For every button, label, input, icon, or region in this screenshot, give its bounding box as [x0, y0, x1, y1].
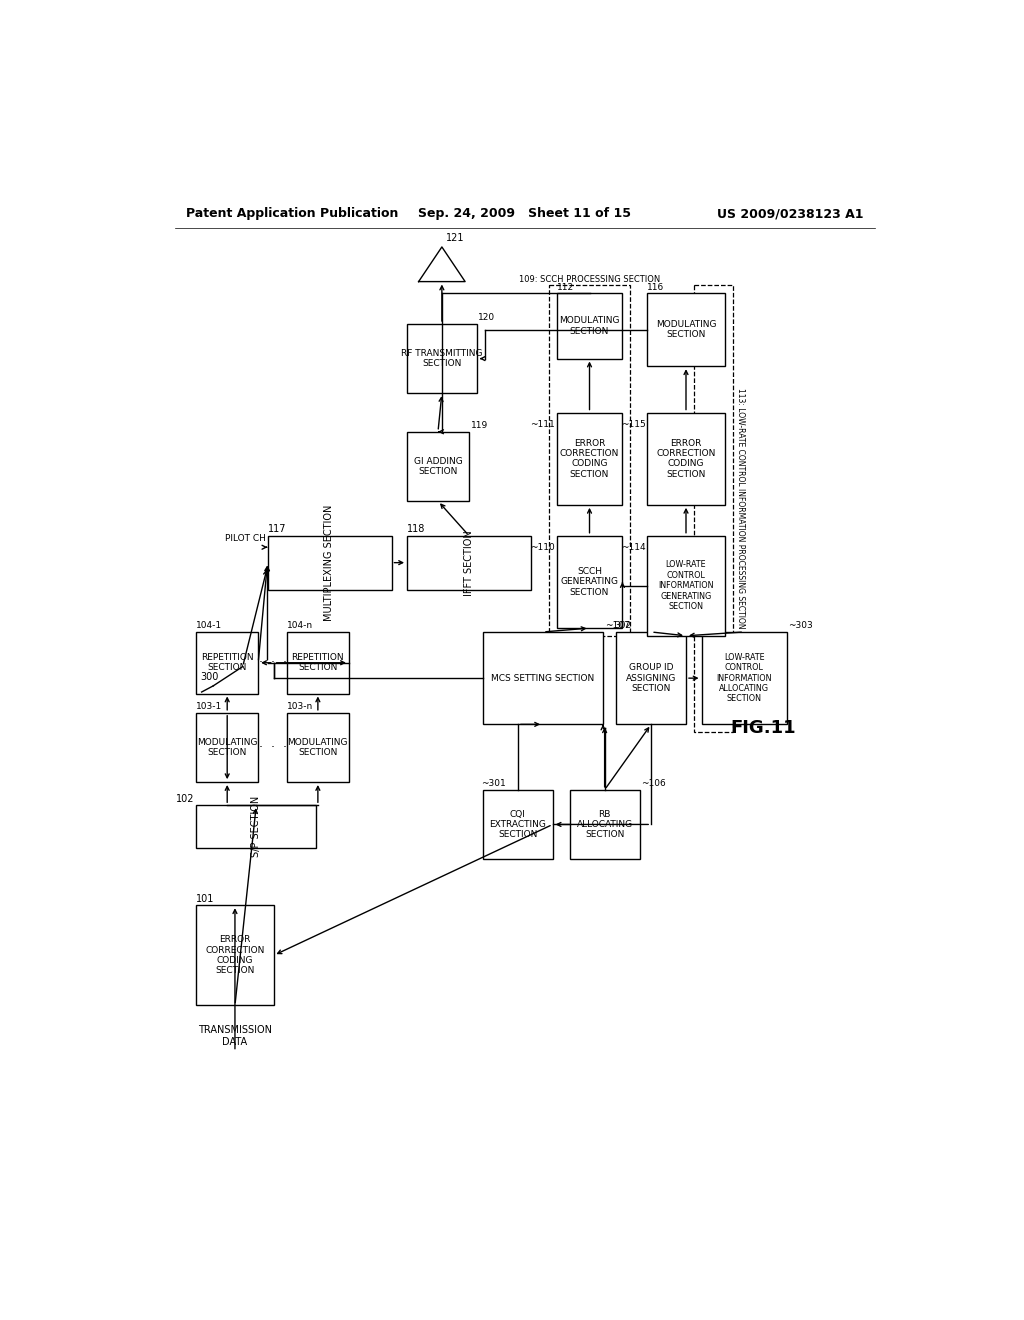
Text: ·  ·  ·: · · · — [258, 741, 287, 754]
Bar — [197, 713, 258, 781]
Bar — [569, 789, 640, 859]
Text: 109: SCCH PROCESSING SECTION: 109: SCCH PROCESSING SECTION — [519, 275, 660, 284]
Text: MODULATING
SECTION: MODULATING SECTION — [288, 738, 348, 758]
Text: SCCH
GENERATING
SECTION: SCCH GENERATING SECTION — [560, 568, 618, 597]
Text: ~301: ~301 — [481, 779, 506, 788]
Text: RB
ALLOCATING
SECTION: RB ALLOCATING SECTION — [577, 809, 633, 840]
Text: ERROR
CORRECTION
CODING
SECTION: ERROR CORRECTION CODING SECTION — [656, 438, 716, 479]
Text: ~107: ~107 — [604, 622, 630, 631]
Text: 112: 112 — [557, 282, 573, 292]
Text: IFFT SECTION: IFFT SECTION — [464, 529, 474, 595]
Bar — [407, 323, 477, 393]
Bar — [647, 412, 725, 504]
Text: 104-n: 104-n — [287, 622, 313, 631]
Text: ~110: ~110 — [530, 544, 555, 552]
Text: ~115: ~115 — [621, 420, 646, 429]
Bar — [616, 632, 686, 725]
Text: ·  ·  ·: · · · — [258, 656, 287, 669]
Bar — [287, 632, 349, 693]
Bar — [197, 632, 258, 693]
Text: FIG.11: FIG.11 — [731, 719, 797, 737]
Bar — [483, 789, 553, 859]
Text: 101: 101 — [197, 894, 215, 904]
Text: ~111: ~111 — [530, 420, 555, 429]
Text: 300: 300 — [200, 672, 218, 682]
Text: MCS SETTING SECTION: MCS SETTING SECTION — [492, 673, 595, 682]
Text: PILOT CH: PILOT CH — [225, 535, 266, 544]
Text: MODULATING
SECTION: MODULATING SECTION — [655, 319, 716, 339]
Text: RF TRANSMITTING
SECTION: RF TRANSMITTING SECTION — [401, 348, 482, 368]
Text: MODULATING
SECTION: MODULATING SECTION — [197, 738, 257, 758]
Text: MULTIPLEXING SECTION: MULTIPLEXING SECTION — [325, 504, 335, 620]
Bar — [557, 412, 623, 504]
Bar — [407, 536, 531, 590]
Text: 104-1: 104-1 — [197, 622, 222, 631]
Text: LOW-RATE
CONTROL
INFORMATION
GENERATING
SECTION: LOW-RATE CONTROL INFORMATION GENERATING … — [658, 561, 714, 611]
Bar — [287, 713, 349, 781]
Bar — [647, 536, 725, 636]
Text: 118: 118 — [407, 524, 425, 535]
Bar — [693, 285, 732, 733]
Text: Sep. 24, 2009   Sheet 11 of 15: Sep. 24, 2009 Sheet 11 of 15 — [418, 207, 632, 220]
Text: MODULATING
SECTION: MODULATING SECTION — [559, 317, 620, 335]
Text: LOW-RATE
CONTROL
INFORMATION
ALLOCATING
SECTION: LOW-RATE CONTROL INFORMATION ALLOCATING … — [717, 653, 772, 704]
Bar — [407, 432, 469, 502]
Text: 117: 117 — [267, 524, 286, 535]
Text: 103-1: 103-1 — [197, 702, 222, 711]
Bar — [483, 632, 603, 725]
Bar — [197, 906, 273, 1006]
Text: Patent Application Publication: Patent Application Publication — [186, 207, 398, 220]
Text: ERROR
CORRECTION
CODING
SECTION: ERROR CORRECTION CODING SECTION — [205, 936, 264, 975]
Bar — [557, 536, 623, 628]
Text: 116: 116 — [647, 282, 665, 292]
Bar — [197, 805, 316, 847]
Text: ERROR
CORRECTION
CODING
SECTION: ERROR CORRECTION CODING SECTION — [560, 438, 620, 479]
Text: REPETITION
SECTION: REPETITION SECTION — [292, 653, 344, 672]
Text: 120: 120 — [478, 313, 496, 322]
Text: GROUP ID
ASSIGNING
SECTION: GROUP ID ASSIGNING SECTION — [626, 663, 676, 693]
Text: GI ADDING
SECTION: GI ADDING SECTION — [414, 457, 463, 477]
Text: ~114: ~114 — [622, 544, 646, 552]
Text: TRANSMISSION
DATA: TRANSMISSION DATA — [198, 1026, 272, 1047]
Text: ~303: ~303 — [788, 622, 813, 631]
Text: 103-n: 103-n — [287, 702, 313, 711]
Bar — [557, 293, 623, 359]
Text: 121: 121 — [445, 234, 464, 243]
Bar — [701, 632, 786, 725]
Text: 119: 119 — [471, 421, 487, 430]
Text: S/P SECTION: S/P SECTION — [251, 796, 261, 857]
Bar — [267, 536, 391, 590]
Bar — [647, 293, 725, 367]
Text: CQI
EXTRACTING
SECTION: CQI EXTRACTING SECTION — [489, 809, 546, 840]
Text: 102: 102 — [176, 793, 195, 804]
Text: 113: LOW-RATE CONTROL INFORMATION PROCESSING SECTION: 113: LOW-RATE CONTROL INFORMATION PROCES… — [736, 388, 745, 630]
Text: REPETITION
SECTION: REPETITION SECTION — [201, 653, 254, 672]
Text: 302: 302 — [614, 622, 632, 631]
Text: ~106: ~106 — [641, 779, 666, 788]
Bar — [549, 285, 630, 636]
Text: US 2009/0238123 A1: US 2009/0238123 A1 — [717, 207, 863, 220]
